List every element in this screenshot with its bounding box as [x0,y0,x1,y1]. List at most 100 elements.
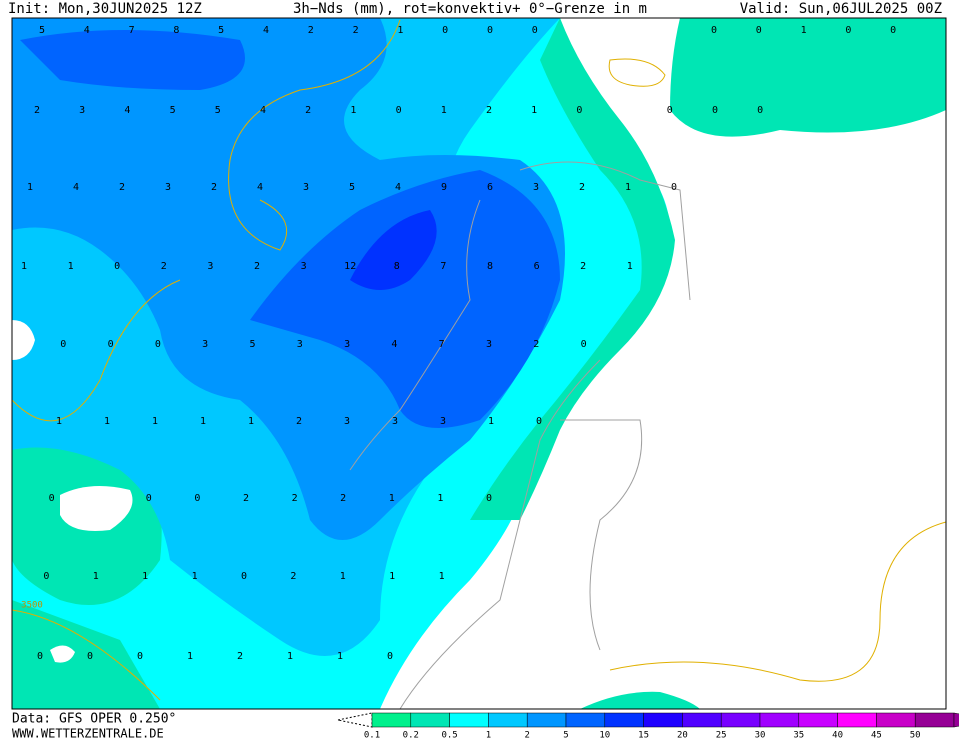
grid-value: 6 [534,261,540,272]
grid-value: 2 [119,182,125,193]
grid-value: 1 [192,571,198,582]
legend-label: 20 [677,731,688,741]
grid-value: 0 [756,25,762,36]
legend-label: 10 [599,731,610,741]
grid-value: 1 [152,416,158,427]
grid-value: 7 [440,261,446,272]
legend-swatch [565,712,606,728]
grid-value: 0 [711,25,717,36]
grid-value: 4 [124,105,130,116]
grid-value: 1 [389,493,395,504]
legend-swatch [914,712,955,728]
legend-label: 45 [871,731,882,741]
legend-high-arrow [953,712,959,728]
grid-value: 3 [303,182,309,193]
grid-value: 0 [667,105,673,116]
grid-value: 8 [487,261,493,272]
grid-value: 2 [579,182,585,193]
grid-value: 0 [387,651,393,662]
grid-value: 8 [394,261,400,272]
grid-value: 0 [194,493,200,504]
contour-label: 3500 [21,601,43,611]
grid-value: 1 [389,571,395,582]
grid-value: 4 [263,25,269,36]
site-name: WWW.WETTERZENTRALE.DE [12,727,164,741]
grid-value: 0 [155,339,161,350]
grid-value: 4 [391,339,397,350]
grid-value: 0 [712,105,718,116]
grid-value: 0 [442,25,448,36]
grid-value: 1 [439,571,445,582]
grid-value: 3 [533,182,539,193]
legend-low-arrow [337,712,373,728]
grid-value: 3 [165,182,171,193]
map-frame [11,17,947,710]
grid-value: 2 [34,105,40,116]
legend-swatch [682,712,722,728]
data-source: Data: GFS OPER 0.250° [12,712,176,727]
grid-value: 3 [301,261,307,272]
grid-value: 4 [260,105,266,116]
grid-value: 3 [486,339,492,350]
grid-value: 2 [211,182,217,193]
grid-value: 1 [68,261,74,272]
grid-value: 5 [170,105,176,116]
grid-value: 0 [241,571,247,582]
grid-value: 4 [257,182,263,193]
grid-value: 0 [60,339,66,350]
legend-label: 0.2 [403,731,419,741]
legend-swatch [837,712,877,728]
grid-value: 2 [254,261,260,272]
grid-value: 1 [200,416,206,427]
grid-value: 2 [161,261,167,272]
legend-swatch [798,712,838,728]
grid-value: 0 [43,571,49,582]
legend-swatch [488,712,528,728]
legend-label: 2 [524,731,529,741]
grid-value: 4 [84,25,90,36]
grid-value: 1 [187,651,193,662]
grid-value: 1 [287,651,293,662]
grid-value: 1 [627,261,633,272]
grid-value: 5 [218,25,224,36]
grid-value: 2 [533,339,539,350]
legend-swatch [449,712,489,728]
grid-value: 2 [237,651,243,662]
grid-value: 1 [625,182,631,193]
grid-value: 2 [486,105,492,116]
grid-value: 2 [243,493,249,504]
grid-value: 2 [308,25,314,36]
grid-value: 1 [337,651,343,662]
legend-swatch [720,712,761,728]
grid-value: 1 [27,182,33,193]
grid-value: 3 [392,416,398,427]
grid-value: 2 [292,493,298,504]
grid-value: 1 [56,416,62,427]
grid-value: 0 [845,25,851,36]
grid-value: 3 [297,339,303,350]
legend-label: 15 [638,731,649,741]
legend-label: 30 [755,731,766,741]
legend-swatch [410,712,450,728]
grid-value: 4 [73,182,79,193]
grid-value: 1 [437,493,443,504]
legend-swatch [643,712,683,728]
legend-label: 35 [793,731,804,741]
grid-value: 5 [349,182,355,193]
grid-value: 1 [93,571,99,582]
grid-value: 2 [340,493,346,504]
grid-value: 0 [487,25,493,36]
legend-label: 50 [910,731,921,741]
legend-swatch [604,712,644,728]
legend-swatch [526,712,567,728]
grid-value: 0 [49,493,55,504]
grid-value: 0 [37,651,43,662]
legend-label: 25 [716,731,727,741]
legend-label: 1 [486,731,491,741]
grid-value: 3 [440,416,446,427]
grid-value: 1 [441,105,447,116]
grid-value: 0 [396,105,402,116]
grid-value: 0 [576,105,582,116]
legend-label: 0.1 [364,731,380,741]
